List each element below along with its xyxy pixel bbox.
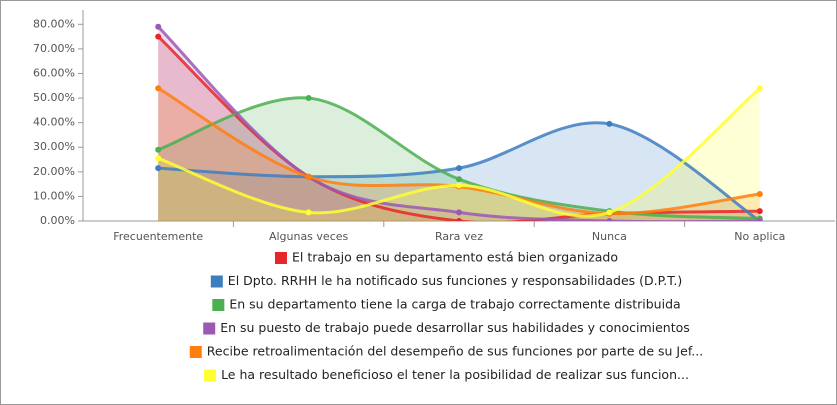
plot: [155, 23, 763, 221]
data-point: [456, 218, 462, 221]
x-tick-label: Rara vez: [435, 230, 483, 243]
legend-swatch: [204, 369, 217, 382]
data-point: [756, 218, 763, 221]
legend-label: El Dpto. RRHH le ha notificado sus funci…: [228, 273, 682, 288]
legend-swatch: [203, 322, 216, 335]
x-tick-label: Nunca: [592, 230, 627, 243]
data-point: [456, 209, 462, 216]
data-point: [155, 155, 162, 162]
legend-label: Le ha resultado beneficioso el tener la …: [221, 367, 689, 382]
legend-label: El trabajo en su departamento está bien …: [292, 250, 618, 265]
legend-swatch: [212, 299, 225, 311]
legend-label: Recibe retroalimentación del desempeño d…: [207, 344, 703, 359]
y-tick-label: 40.00%: [33, 116, 75, 129]
y-tick-label: 10.00%: [33, 189, 75, 202]
area-fill: [158, 122, 760, 221]
x-tick-label: No aplica: [734, 230, 785, 243]
data-point: [305, 209, 312, 216]
data-point: [456, 165, 462, 172]
y-tick-label: 0.00%: [40, 214, 75, 227]
data-point: [606, 209, 613, 216]
legend-label: En su departamento tiene la carga de tra…: [229, 297, 680, 312]
y-tick-label: 30.00%: [33, 140, 75, 153]
legend-swatch: [210, 275, 223, 288]
area-fill: [158, 88, 760, 221]
data-point: [155, 23, 162, 30]
y-tick-label: 60.00%: [33, 66, 75, 79]
data-point: [456, 176, 462, 183]
data-point: [756, 85, 763, 92]
data-point: [155, 146, 162, 153]
data-point: [456, 182, 462, 189]
data-point: [305, 173, 312, 180]
area-fill: [158, 36, 760, 221]
y-tick-label: 70.00%: [33, 42, 75, 55]
y-tick-label: 80.00%: [33, 17, 75, 30]
area-fill: [158, 97, 760, 221]
data-point: [756, 190, 763, 197]
legend-swatch: [274, 252, 287, 264]
legend-label: En su puesto de trabajo puede desarrolla…: [220, 320, 690, 335]
x-tick-label: Algunas veces: [269, 230, 349, 243]
data-point: [756, 208, 763, 215]
data-point: [606, 120, 613, 127]
data-point: [155, 85, 162, 92]
y-tick-label: 50.00%: [33, 91, 75, 104]
area-fill: [158, 26, 760, 221]
data-point: [606, 218, 613, 221]
series-line: [157, 87, 761, 218]
data-point: [305, 95, 312, 102]
y-tick-label: 20.00%: [33, 165, 75, 178]
legend-swatch: [189, 346, 202, 358]
data-point: [155, 165, 162, 172]
area-fill: [158, 88, 760, 221]
x-tick-label: Frecuentemente: [113, 230, 203, 243]
data-point: [155, 33, 162, 40]
